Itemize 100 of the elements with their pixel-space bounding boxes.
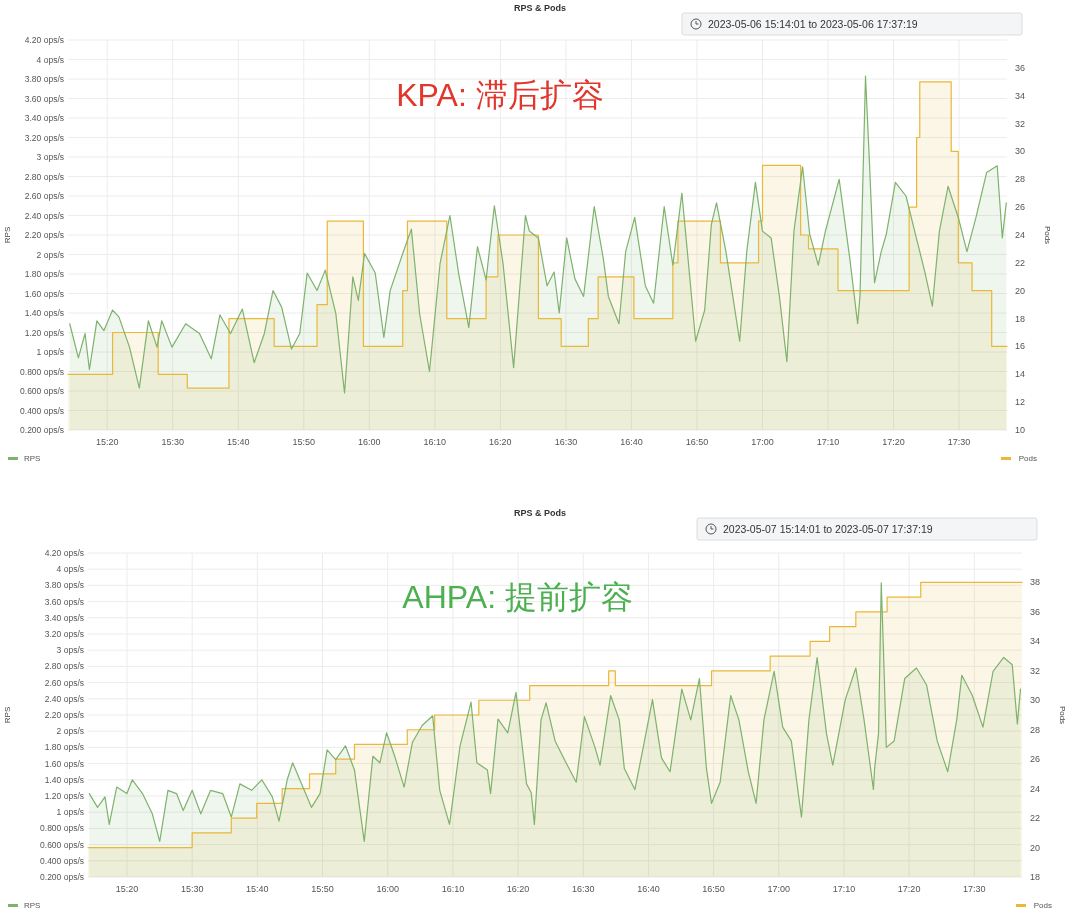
- text: 2023-05-07 15:14:01 to 2023-05-07 17:37:19: [723, 523, 933, 535]
- y2-tick-label: 32: [1015, 118, 1026, 129]
- chart-title: RPS & Pods: [513, 3, 567, 13]
- x-tick-label: 16:00: [358, 437, 381, 447]
- y2-tick-label: 28: [1030, 724, 1041, 735]
- y2-tick-label: 16: [1015, 341, 1026, 352]
- y2-tick-label: 10: [1015, 425, 1026, 435]
- legend-label: Pods: [1033, 901, 1052, 910]
- x-tick-label: 17:10: [816, 437, 840, 447]
- y-tick-label: 0.400 ops/s: [20, 405, 64, 416]
- y-tick-label: 4.20 ops/s: [44, 548, 84, 558]
- y-tick-label: 1.60 ops/s: [44, 758, 84, 769]
- y2-tick-label: 26: [1015, 202, 1026, 213]
- x-tick-label: 16:30: [554, 437, 578, 447]
- x-tick-label: 17:20: [882, 437, 905, 447]
- x-tick-label: 16:20: [506, 884, 530, 894]
- y-tick-label: 1.80 ops/s: [44, 742, 84, 753]
- y-tick-label: 0.200 ops/s: [40, 872, 84, 882]
- y2-tick-label: 24: [1030, 783, 1041, 794]
- y2-tick-label: 30: [1030, 695, 1041, 706]
- y2-tick-label: 18: [1030, 872, 1041, 882]
- x-tick-label: 15:50: [292, 437, 316, 447]
- y-tick-label: 1.40 ops/s: [24, 308, 64, 318]
- annotation: AHPA: 提前扩容: [402, 579, 633, 616]
- x-tick-label: 16:10: [441, 884, 465, 894]
- y2-tick-label: 38: [1030, 577, 1041, 588]
- y-tick-label: 2 ops/s: [36, 249, 64, 260]
- y2-tick-label: 22: [1015, 257, 1026, 268]
- y-tick-label: 0.600 ops/s: [40, 839, 84, 850]
- y2-tick-label: 36: [1015, 62, 1026, 73]
- x-tick-label: 16:50: [685, 437, 709, 447]
- legend-label: Pods: [1018, 454, 1037, 463]
- y-tick-label: 1.60 ops/s: [24, 288, 64, 299]
- y-tick-label: 2.80 ops/s: [24, 171, 64, 182]
- legend-label: RPS: [24, 454, 41, 463]
- y2-tick-label: 12: [1015, 397, 1026, 408]
- y-tick-label: 2.40 ops/s: [24, 210, 64, 221]
- y2-tick-label: 30: [1015, 146, 1026, 157]
- y-tick-label: 2.20 ops/s: [44, 710, 84, 720]
- y-tick-label: 3.80 ops/s: [24, 74, 64, 84]
- x-tick-label: 15:20: [95, 437, 119, 447]
- x-tick-label: 17:30: [947, 437, 971, 447]
- x-tick-label: 17:00: [751, 437, 774, 447]
- x-tick-label: 15:20: [115, 884, 139, 894]
- x-tick-label: 16:10: [423, 437, 447, 447]
- y-tick-label: 3.40 ops/s: [24, 113, 64, 123]
- y-tick-label: 3.60 ops/s: [24, 93, 64, 104]
- y-tick-label: 3.60 ops/s: [44, 596, 84, 607]
- y-tick-label: 2.60 ops/s: [24, 191, 64, 201]
- x-tick-label: 16:00: [376, 884, 399, 894]
- x-tick-label: 15:50: [311, 884, 334, 894]
- y-tick-label: 4 ops/s: [36, 54, 64, 65]
- y-tick-label: 1.80 ops/s: [24, 269, 64, 279]
- y-tick-label: 1.20 ops/s: [44, 791, 84, 801]
- x-tick-label: 15:40: [227, 437, 250, 447]
- y-tick-label: 1 ops/s: [56, 807, 84, 818]
- y2-tick-label: 22: [1030, 813, 1041, 824]
- x-tick-label: 17:10: [832, 884, 856, 894]
- annotation: KPA: 滞后扩容: [396, 77, 604, 114]
- y-tick-label: 0.400 ops/s: [40, 855, 84, 866]
- x-tick-label: 16:30: [571, 884, 595, 894]
- y2-tick-label: 34: [1030, 636, 1041, 647]
- x-tick-label: 15:30: [180, 884, 204, 894]
- y-tick-label: 0.600 ops/s: [20, 386, 64, 396]
- y-tick-label: 4.20 ops/s: [24, 35, 64, 45]
- chart-title: RPS & Pods: [513, 508, 567, 518]
- x-tick-label: 16:40: [637, 884, 660, 894]
- y-tick-label: 1.20 ops/s: [24, 327, 64, 338]
- y-tick-label: 2.40 ops/s: [44, 693, 84, 704]
- x-tick-label: 15:40: [246, 884, 269, 894]
- y2-axis-title: Pods: [1058, 705, 1067, 725]
- y-tick-label: 3.20 ops/s: [24, 132, 64, 143]
- x-tick-label: 17:30: [963, 884, 986, 894]
- y2-tick-label: 34: [1015, 90, 1026, 101]
- y-tick-label: 2.80 ops/s: [44, 661, 84, 672]
- text: 2023-05-06 15:14:01 to 2023-05-06 17:37:19: [708, 18, 918, 30]
- y-tick-label: 2.60 ops/s: [44, 677, 84, 688]
- y2-tick-label: 26: [1030, 754, 1041, 765]
- y2-tick-label: 18: [1015, 313, 1026, 324]
- x-tick-label: 16:40: [620, 437, 643, 447]
- y-tick-label: 1.40 ops/s: [44, 774, 84, 785]
- y-tick-label: 3.40 ops/s: [44, 612, 84, 623]
- y2-tick-label: 20: [1030, 842, 1041, 853]
- y-tick-label: 2 ops/s: [56, 726, 84, 737]
- y-axis-title: RPS: [3, 226, 12, 244]
- y2-tick-label: 28: [1015, 174, 1026, 185]
- y-tick-label: 4 ops/s: [56, 564, 84, 575]
- y2-tick-label: 24: [1015, 230, 1026, 240]
- x-tick-label: 17:20: [897, 884, 921, 894]
- y2-tick-label: 32: [1030, 665, 1041, 676]
- y-tick-label: 0.800 ops/s: [20, 366, 64, 377]
- x-tick-label: 16:20: [489, 437, 512, 447]
- y2-axis-title: Pods: [1043, 225, 1052, 245]
- y2-tick-label: 20: [1015, 285, 1026, 296]
- y-tick-label: 0.800 ops/s: [40, 823, 84, 834]
- y-tick-label: 3 ops/s: [56, 645, 84, 656]
- y-axis-title: RPS: [3, 706, 12, 724]
- y2-tick-label: 14: [1015, 369, 1026, 380]
- y-tick-label: 0.200 ops/s: [20, 425, 64, 435]
- y2-tick-label: 36: [1030, 606, 1041, 617]
